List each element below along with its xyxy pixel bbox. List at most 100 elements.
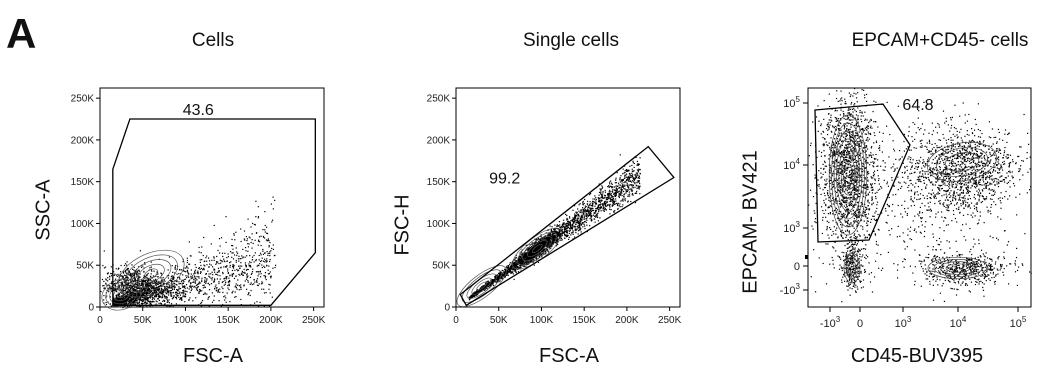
event-dot xyxy=(582,215,584,217)
event-dot xyxy=(180,269,183,271)
event-dot xyxy=(579,226,581,228)
event-dot xyxy=(208,260,211,262)
event-dot xyxy=(612,189,614,191)
event-dot xyxy=(117,293,120,295)
event-dot xyxy=(206,264,208,266)
event-dot xyxy=(592,209,595,212)
contour-line xyxy=(113,287,130,302)
event-dot xyxy=(168,292,170,294)
event-dot xyxy=(580,219,582,221)
event-dot xyxy=(256,279,258,281)
event-dot xyxy=(600,203,602,205)
event-dot xyxy=(168,284,170,286)
event-dot xyxy=(120,292,123,294)
event-dot xyxy=(218,281,220,283)
event-dot xyxy=(253,223,256,226)
event-dot xyxy=(478,291,480,293)
event-dot xyxy=(545,253,547,255)
event-dot xyxy=(216,271,218,273)
event-dot xyxy=(594,198,596,200)
event-dot xyxy=(116,294,118,296)
event-dot xyxy=(258,264,260,267)
event-dot xyxy=(141,299,143,301)
event-dot xyxy=(625,192,627,194)
event-dot xyxy=(117,297,119,299)
event-dot xyxy=(238,255,240,257)
event-dot xyxy=(232,258,235,260)
event-dot xyxy=(611,195,613,197)
event-dot xyxy=(164,291,166,293)
event-dot xyxy=(245,266,247,268)
event-dot xyxy=(595,211,597,213)
event-dot xyxy=(161,297,163,299)
event-dot xyxy=(131,273,133,275)
event-dot xyxy=(143,294,145,297)
event-dot xyxy=(251,283,253,286)
event-dot xyxy=(170,295,172,297)
event-dot xyxy=(200,271,202,273)
event-dot xyxy=(524,252,526,254)
event-dot xyxy=(506,265,508,267)
event-dot xyxy=(258,259,260,261)
event-dot xyxy=(153,279,155,281)
event-dot xyxy=(155,293,157,295)
event-dot xyxy=(586,213,588,215)
event-dot xyxy=(134,279,136,281)
event-dot xyxy=(565,230,568,232)
event-dot xyxy=(221,252,224,254)
event-dot xyxy=(125,264,128,266)
event-dot xyxy=(636,160,638,163)
event-dot xyxy=(132,277,134,279)
event-dot xyxy=(253,261,255,263)
event-dot xyxy=(144,292,146,294)
event-dot xyxy=(502,274,504,277)
event-dot xyxy=(533,253,536,255)
event-dot xyxy=(485,282,487,284)
event-dot xyxy=(169,287,171,289)
event-dot xyxy=(624,174,626,176)
event-dot xyxy=(221,261,223,263)
event-dot xyxy=(133,286,136,288)
event-dot xyxy=(130,300,132,303)
event-dot xyxy=(271,221,273,223)
event-dot xyxy=(248,265,250,267)
event-dot xyxy=(125,288,127,291)
event-dot xyxy=(609,181,611,183)
event-dot xyxy=(266,260,268,262)
event-dot xyxy=(569,217,571,219)
event-dot xyxy=(490,285,492,287)
event-dot xyxy=(242,248,244,251)
event-dot xyxy=(271,219,274,221)
event-dot xyxy=(166,285,168,287)
event-dot xyxy=(122,300,124,302)
event-dot xyxy=(134,298,136,300)
event-dot xyxy=(629,180,632,182)
event-dot xyxy=(638,163,640,165)
event-dot xyxy=(589,207,591,209)
event-dot xyxy=(577,224,579,226)
event-dot xyxy=(168,286,170,289)
event-dot xyxy=(183,281,185,283)
event-dot xyxy=(582,200,584,203)
event-dot xyxy=(158,285,161,287)
event-dot xyxy=(127,280,129,282)
event-dot xyxy=(576,219,578,221)
event-dot xyxy=(598,197,601,199)
event-dot xyxy=(120,284,123,286)
event-dot xyxy=(155,292,157,294)
event-dot xyxy=(535,242,537,244)
event-dot xyxy=(267,252,269,255)
event-dot xyxy=(269,251,271,253)
event-dot xyxy=(570,220,572,222)
event-dot xyxy=(146,283,148,285)
event-dot xyxy=(154,287,156,289)
event-dot xyxy=(639,193,641,195)
event-dot xyxy=(247,250,249,252)
event-dot xyxy=(127,272,129,274)
event-dot xyxy=(598,204,601,206)
event-dot xyxy=(572,223,574,225)
event-dot xyxy=(128,301,130,303)
event-dot xyxy=(541,256,543,258)
event-dot xyxy=(582,211,584,213)
event-dot xyxy=(600,200,602,202)
